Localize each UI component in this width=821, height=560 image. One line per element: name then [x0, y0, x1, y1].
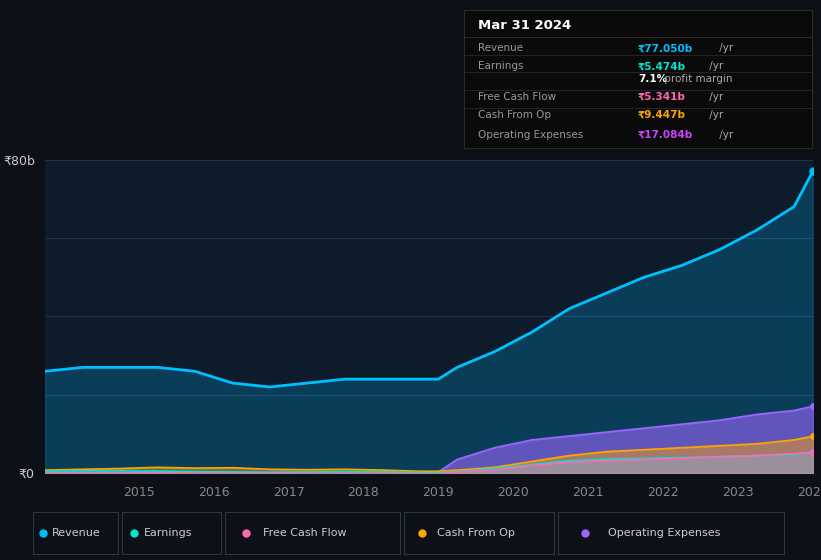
Text: ₹5.341b: ₹5.341b: [638, 92, 686, 102]
Text: Free Cash Flow: Free Cash Flow: [478, 92, 556, 102]
Text: Revenue: Revenue: [52, 529, 100, 538]
Text: /yr: /yr: [716, 129, 733, 139]
Text: /yr: /yr: [706, 110, 723, 120]
Text: ₹17.084b: ₹17.084b: [638, 129, 693, 139]
Text: Earnings: Earnings: [144, 529, 193, 538]
Text: ₹5.474b: ₹5.474b: [638, 62, 686, 72]
Text: Revenue: Revenue: [478, 44, 523, 53]
Text: Operating Expenses: Operating Expenses: [478, 129, 583, 139]
Text: Earnings: Earnings: [478, 62, 523, 72]
Text: /yr: /yr: [716, 44, 733, 53]
Text: 7.1%: 7.1%: [638, 74, 667, 84]
Text: Cash From Op: Cash From Op: [437, 529, 515, 538]
Text: Mar 31 2024: Mar 31 2024: [478, 19, 571, 32]
Text: /yr: /yr: [706, 92, 723, 102]
Text: ₹77.050b: ₹77.050b: [638, 44, 693, 53]
Text: profit margin: profit margin: [661, 74, 732, 84]
Text: Free Cash Flow: Free Cash Flow: [264, 529, 347, 538]
Text: Cash From Op: Cash From Op: [478, 110, 551, 120]
Text: ₹9.447b: ₹9.447b: [638, 110, 686, 120]
Text: Operating Expenses: Operating Expenses: [608, 529, 720, 538]
Text: /yr: /yr: [706, 62, 723, 72]
